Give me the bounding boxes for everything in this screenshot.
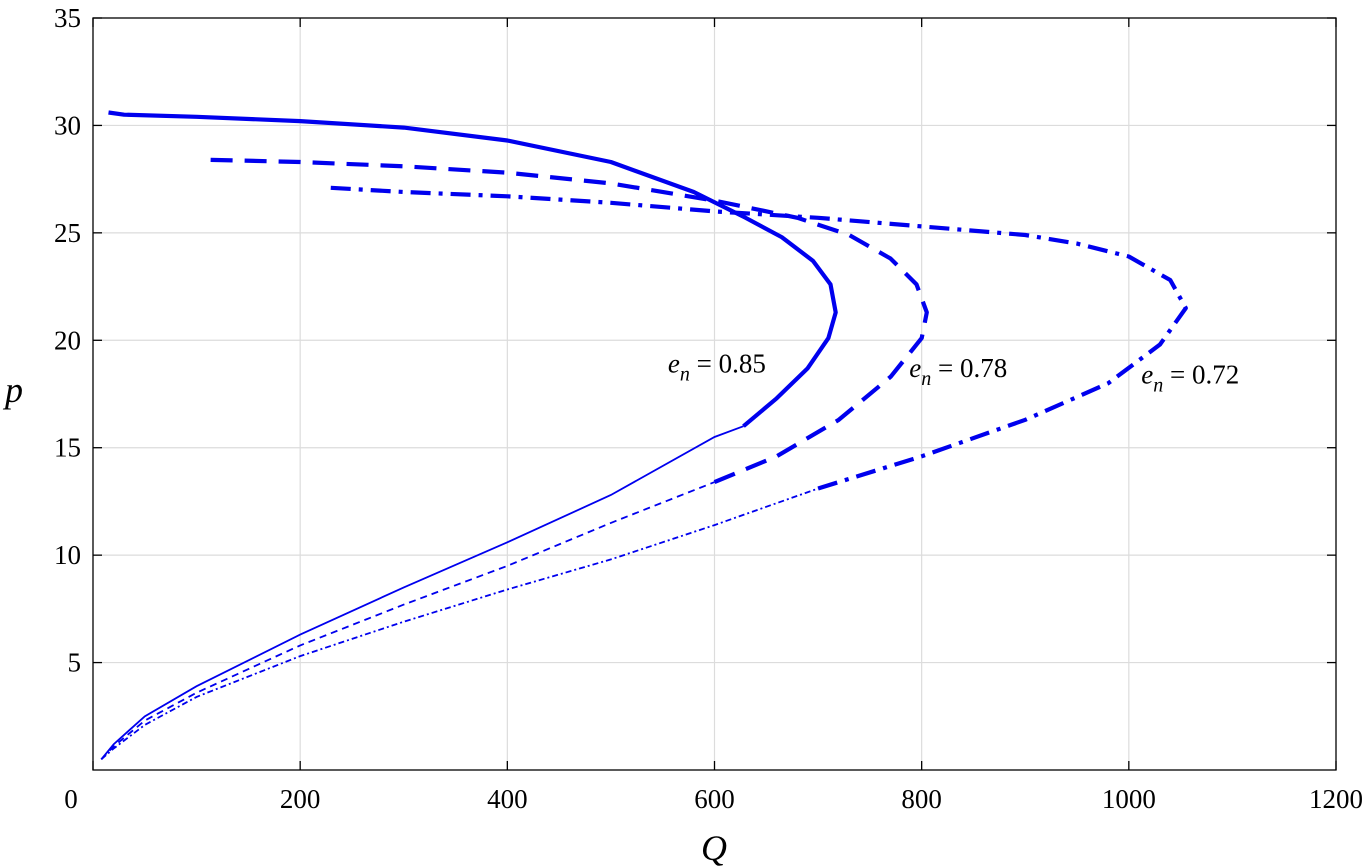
x-tick-label: 400 <box>487 784 528 814</box>
y-tick-label: 35 <box>54 3 81 33</box>
y-tick-label: 10 <box>54 540 81 570</box>
x-tick-label: 200 <box>280 784 321 814</box>
y-axis-label: p <box>2 370 23 410</box>
y-tick-label: 20 <box>54 325 81 355</box>
curves <box>100 110 1188 760</box>
curve-label-2: en = 0.78 <box>909 353 1007 390</box>
curve-2-lower-branch <box>100 481 715 760</box>
curve-annotations: en = 0.85 en = 0.78 en = 0.72 <box>668 349 1239 397</box>
x-tick-label: 1200 <box>1309 784 1363 814</box>
y-tick-label: 25 <box>54 218 81 248</box>
tick-marks <box>92 17 1337 770</box>
curve-2-upper-branch <box>208 157 929 485</box>
curve-1-lower-branch <box>100 425 744 760</box>
tick-labels: 200 400 600 800 1000 1200 5 10 15 20 25 30 35 0 <box>54 3 1363 814</box>
x-axis-label: Q <box>701 828 727 868</box>
x-tick-label: 800 <box>901 784 942 814</box>
x-tick-label: 600 <box>694 784 735 814</box>
curve-label-3: en = 0.72 <box>1141 359 1239 396</box>
x-tick-label-origin: 0 <box>64 784 78 814</box>
y-tick-label: 5 <box>68 648 82 678</box>
curve-label-1: en = 0.85 <box>668 349 766 386</box>
curve-3-upper-branch <box>329 185 1188 491</box>
curve-3-lower-branch <box>100 487 819 760</box>
x-tick-label: 1000 <box>1102 784 1156 814</box>
y-tick-label: 30 <box>54 110 81 140</box>
grid-lines <box>93 18 1336 770</box>
y-tick-label: 15 <box>54 433 81 463</box>
curve-1-upper-branch <box>108 110 838 428</box>
